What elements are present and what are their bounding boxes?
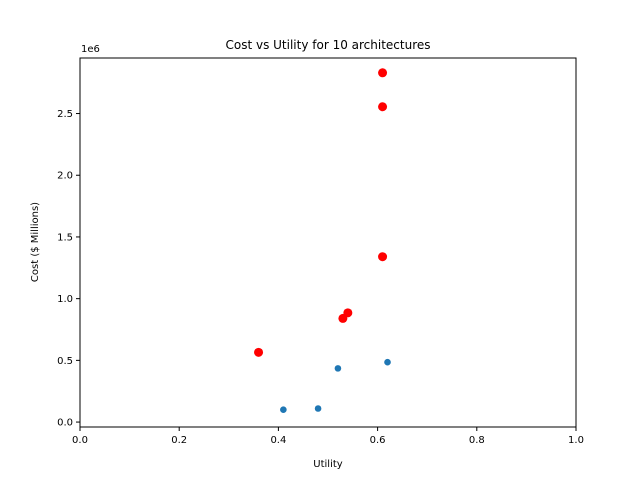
x-tick-label: 1.0 bbox=[568, 435, 584, 446]
x-tick-label: 0.2 bbox=[171, 435, 187, 446]
y-offset-label: 1e6 bbox=[81, 44, 100, 55]
y-tick-label: 2.0 bbox=[57, 171, 73, 182]
y-axis-label: Cost ($ Millions) bbox=[30, 202, 41, 282]
x-axis-label: Utility bbox=[313, 459, 342, 470]
data-point-blue bbox=[384, 358, 391, 366]
data-point-blue bbox=[334, 365, 342, 372]
data-point-blue bbox=[280, 406, 287, 414]
data-points bbox=[254, 68, 391, 414]
chart-title: Cost vs Utility for 10 architectures bbox=[225, 38, 430, 52]
y-tick-label: 1.5 bbox=[57, 232, 73, 243]
data-point-red bbox=[378, 252, 388, 262]
x-tick-label: 0.4 bbox=[270, 435, 286, 446]
x-tick-label: 0.0 bbox=[72, 435, 88, 446]
data-point-red bbox=[378, 102, 388, 112]
plot-frame bbox=[79, 57, 577, 428]
data-point-red bbox=[254, 347, 264, 357]
data-point-blue bbox=[314, 405, 322, 412]
x-axis-ticks: 0.0 0.2 0.4 0.6 0.8 1.0 bbox=[72, 427, 584, 446]
y-axis-ticks: 0.0 0.5 1.0 1.5 2.0 2.5 bbox=[57, 109, 80, 429]
data-point-red bbox=[343, 308, 353, 318]
x-tick-label: 0.6 bbox=[370, 435, 386, 446]
y-tick-label: 0.0 bbox=[57, 418, 73, 429]
y-tick-label: 0.5 bbox=[57, 356, 73, 367]
data-point-red bbox=[378, 68, 388, 78]
x-tick-label: 0.8 bbox=[469, 435, 485, 446]
y-tick-label: 1.0 bbox=[57, 294, 73, 305]
y-tick-label: 2.5 bbox=[57, 109, 73, 120]
